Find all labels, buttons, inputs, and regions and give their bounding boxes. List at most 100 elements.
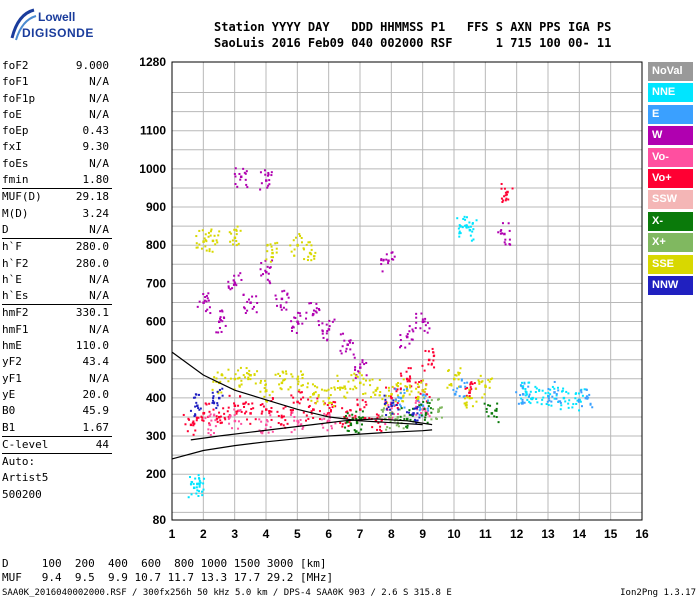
data-point [397,412,400,415]
data-point [352,353,355,356]
data-point [462,217,465,220]
data-point [318,418,321,421]
data-point [265,400,268,403]
data-point [423,390,426,393]
data-point [279,306,282,309]
data-point [305,414,308,417]
data-point [390,417,393,420]
data-point [213,376,216,379]
data-point [237,274,240,277]
data-point [301,427,304,430]
y-tick-label: 1280 [139,55,166,69]
data-point [508,229,511,232]
data-point [235,412,238,415]
data-point [316,400,319,403]
param-row: MUF(D) 29.18 [2,188,112,205]
data-point [379,425,382,428]
data-point [344,396,347,399]
data-point [408,409,411,412]
data-point [560,390,563,393]
data-point [334,405,337,408]
data-point [457,371,460,374]
param-row: foF1p N/A [2,91,112,107]
data-point [415,399,418,402]
param-row: M(D) 3.24 [2,206,112,222]
data-point [468,228,472,232]
data-point [541,398,544,401]
data-point [264,390,267,393]
data-point [300,398,303,401]
data-point [456,387,459,390]
data-point [357,431,360,434]
data-point [484,384,487,387]
data-point [266,244,269,247]
data-point [427,350,430,353]
data-point [282,407,285,410]
data-point [236,410,239,413]
data-point [233,402,236,405]
data-point [503,195,506,198]
data-point [215,331,218,334]
param-value: N/A [89,272,109,286]
data-point [217,234,220,237]
data-point [375,413,378,416]
data-point [310,412,313,415]
data-point [195,393,198,396]
data-point [289,244,292,247]
data-point [440,406,443,409]
data-point [397,422,400,425]
data-point [286,422,289,425]
data-point [390,402,393,405]
data-point [192,433,195,436]
data-point [343,385,346,388]
data-point [376,416,379,419]
data-point [263,169,266,172]
data-point [365,374,368,377]
data-point [242,294,245,297]
data-point [478,380,481,383]
data-point [392,401,395,404]
data-point [184,423,187,426]
data-point [380,430,383,433]
param-value: 110.0 [75,339,109,353]
data-point [418,406,421,409]
data-point [285,301,288,304]
data-point [259,188,262,191]
data-point [310,259,313,262]
data-point [457,373,460,376]
data-point [457,378,460,381]
data-point [215,377,218,380]
x-tick-label: 12 [510,527,524,541]
data-point [500,197,503,200]
data-point [232,279,235,282]
data-point [280,381,284,385]
data-point [205,294,208,297]
data-point [218,411,221,414]
data-point [577,400,580,403]
data-point [372,391,375,394]
data-point [307,255,310,258]
data-point [355,420,358,423]
data-point [227,286,230,289]
data-point [418,404,421,407]
data-point [198,229,201,232]
data-point [302,396,305,399]
data-point [473,382,476,385]
data-point [475,387,478,390]
data-point [484,385,487,388]
param-row: foF2 9.000 [2,58,112,74]
data-point [208,250,211,253]
data-point [282,415,285,418]
data-point [235,240,238,243]
data-point [244,172,247,175]
data-point [534,391,537,394]
data-point [413,418,416,421]
data-point [399,382,402,385]
data-point [259,379,262,382]
data-point [206,308,209,311]
data-point [352,388,355,391]
data-point [427,413,430,416]
data-point [301,373,304,376]
data-point [365,379,368,382]
data-point [228,231,231,234]
